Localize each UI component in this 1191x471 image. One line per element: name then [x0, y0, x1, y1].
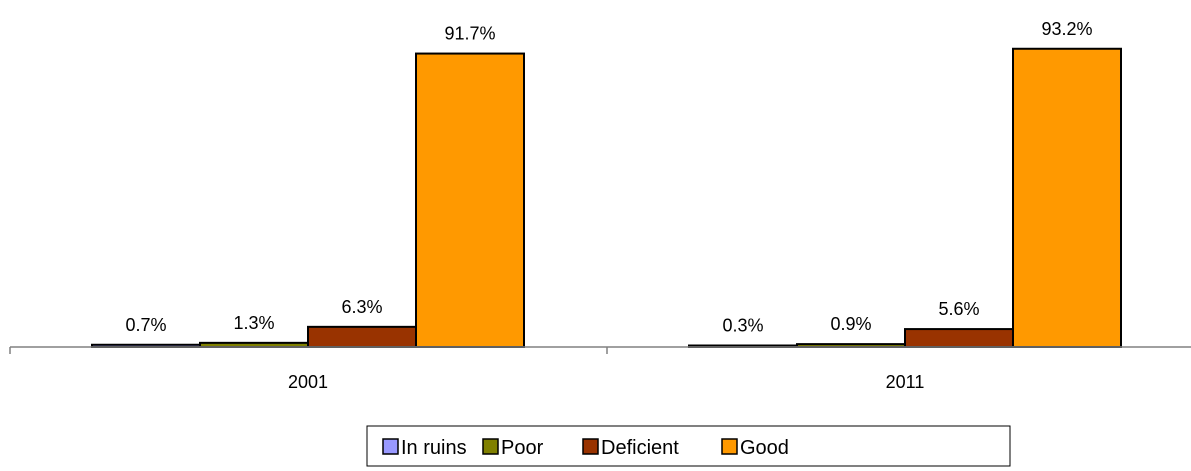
legend-swatch-good — [721, 438, 738, 455]
value-label-in-ruins-2011: 0.3% — [722, 316, 763, 336]
legend-swatch-poor — [482, 438, 499, 455]
legend-label-deficient: Deficient — [601, 437, 679, 459]
legend-label-in-ruins: In ruins — [401, 437, 467, 459]
value-label-deficient-2001: 6.3% — [341, 297, 382, 317]
legend-swatch-in-ruins — [382, 438, 399, 455]
x-tick-label-2001: 2001 — [288, 372, 328, 392]
bars-layer — [91, 47, 1122, 349]
bar-deficient-2001 — [307, 325, 417, 348]
value-label-deficient-2011: 5.6% — [938, 299, 979, 319]
value-label-poor-2011: 0.9% — [830, 314, 871, 334]
legend: In ruins Poor Deficient Good — [366, 425, 1011, 467]
bar-good-2001 — [415, 52, 525, 349]
value-label-in-ruins-2001: 0.7% — [125, 315, 166, 335]
value-label-good-2001: 91.7% — [444, 24, 495, 44]
x-tick-label-2011: 2011 — [886, 372, 925, 392]
bar-deficient-2011 — [904, 328, 1014, 348]
legend-swatch-deficient — [582, 438, 599, 455]
x-axis: 2001 2011 — [9, 346, 1191, 392]
value-label-poor-2001: 1.3% — [233, 313, 274, 333]
legend-label-good: Good — [740, 437, 789, 459]
value-label-good-2011: 93.2% — [1041, 19, 1092, 39]
legend-box — [366, 425, 1011, 467]
legend-label-poor: Poor — [501, 437, 544, 459]
value-labels: 0.7% 1.3% 6.3% 91.7% 0.3% 0.9% 5.6% 93.2% — [125, 19, 1092, 336]
bar-good-2011 — [1012, 47, 1122, 348]
